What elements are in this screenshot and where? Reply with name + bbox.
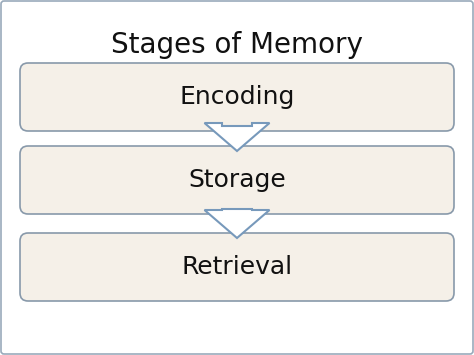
FancyBboxPatch shape [20,233,454,301]
Text: Retrieval: Retrieval [182,255,292,279]
FancyBboxPatch shape [20,146,454,214]
Polygon shape [204,123,270,151]
Text: Storage: Storage [188,168,286,192]
Polygon shape [204,209,270,238]
Text: Stages of Memory: Stages of Memory [111,31,363,59]
FancyBboxPatch shape [20,63,454,131]
Text: Encoding: Encoding [179,85,295,109]
